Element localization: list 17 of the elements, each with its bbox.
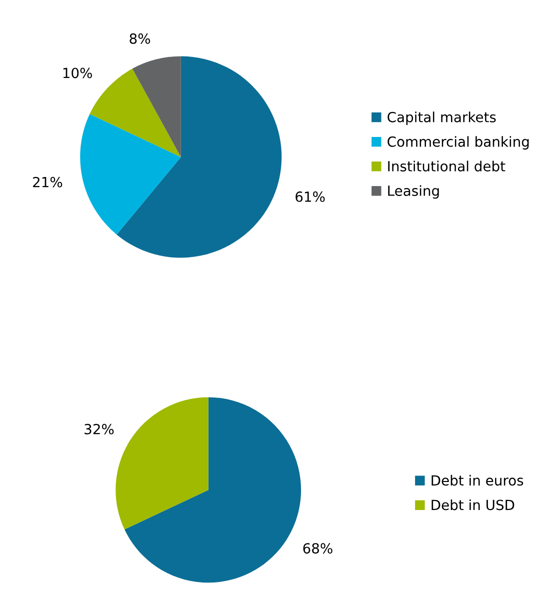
data-label: 61% — [296, 191, 325, 202]
legend-label: Capital markets — [388, 112, 496, 126]
data-label: 32% — [84, 424, 114, 434]
pie-slice — [116, 397, 208, 530]
legend-label: Debt in euros — [432, 474, 524, 486]
pie-slice — [124, 397, 302, 583]
data-label: 8% — [130, 33, 150, 44]
pie-slice — [132, 56, 181, 157]
legend-label: Commercial banking — [388, 136, 529, 150]
legend-label: Institutional debt — [388, 160, 506, 172]
legend-label: Leasing — [388, 185, 439, 199]
pie-slice — [80, 114, 181, 235]
pie-slice — [116, 56, 282, 258]
data-label: 68% — [303, 543, 332, 554]
legend-label: Debt in USD — [432, 499, 514, 510]
data-label: 21% — [33, 176, 62, 188]
data-label: 10% — [63, 68, 92, 78]
